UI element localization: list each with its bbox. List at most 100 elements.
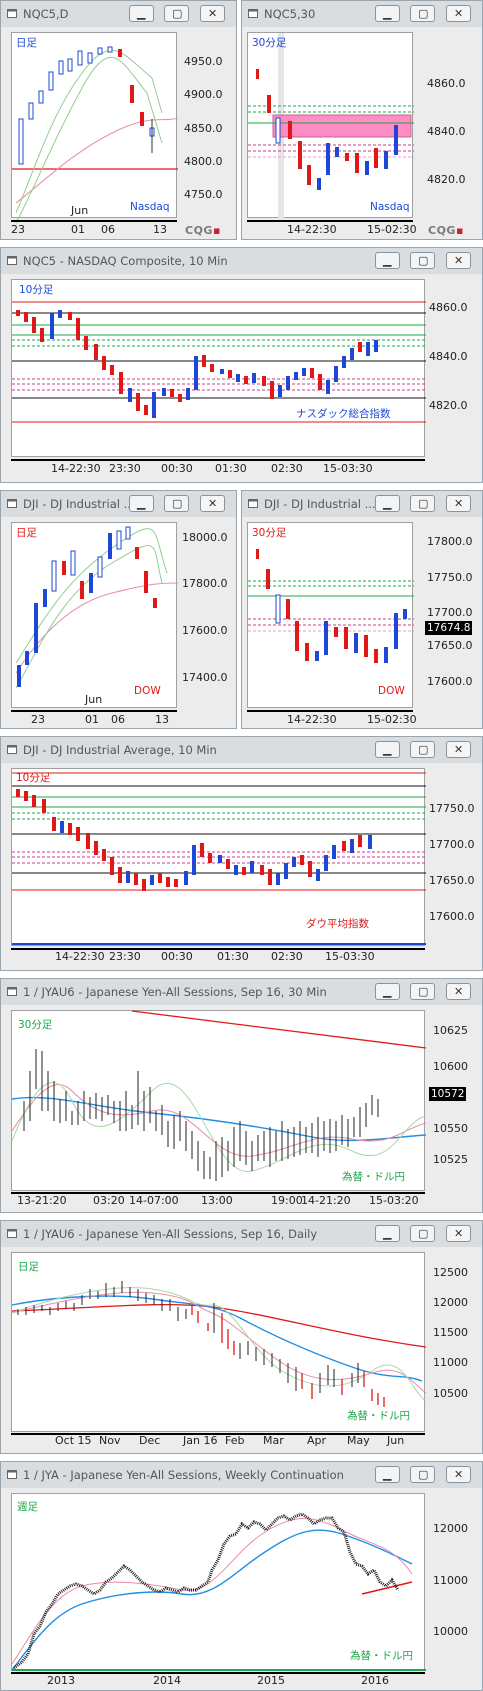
- y-tick: 17650.0: [427, 639, 473, 652]
- minimize-icon: ▁: [137, 7, 146, 20]
- minimize-button[interactable]: ▁: [375, 252, 400, 269]
- price-chart: [15, 526, 179, 689]
- close-icon: ✕: [454, 7, 464, 20]
- x-tick: Jun: [85, 693, 103, 706]
- x-tick: 14-22:30: [55, 950, 105, 963]
- plot-area[interactable]: 30分足 為替・ドル円: [11, 1010, 427, 1191]
- close-icon: ✕: [208, 7, 218, 20]
- y-tick: 4850.0: [184, 122, 223, 135]
- symbol-label: DOW: [134, 685, 161, 697]
- x-tick: Nov: [99, 1434, 121, 1447]
- close-icon: ✕: [454, 743, 464, 756]
- timeframe-label: 30分足: [252, 37, 287, 49]
- time-axis: [11, 1192, 425, 1194]
- x-tick: 2016: [361, 1674, 389, 1687]
- price-chart: [11, 1010, 427, 1181]
- price-chart: [11, 1512, 426, 1671]
- plot-area[interactable]: 日足 為替・ドル円: [11, 1252, 427, 1432]
- y-tick: 10550: [433, 1122, 468, 1135]
- title-bar[interactable]: NQC5,D ▁ ▢ ✕: [1, 1, 236, 27]
- maximize-button[interactable]: ▢: [410, 5, 435, 22]
- plot-area[interactable]: 30分足 DOW: [247, 522, 414, 708]
- close-icon: ✕: [454, 1468, 464, 1481]
- minimize-button[interactable]: ▁: [375, 5, 400, 22]
- y-tick: 12500: [433, 1266, 468, 1279]
- maximize-button[interactable]: ▢: [410, 983, 435, 1000]
- title-bar[interactable]: 1 / JYAU6 - Japanese Yen-All Sessions, S…: [1, 979, 482, 1005]
- x-tick: 13:00: [201, 1194, 233, 1207]
- minimize-button[interactable]: ▁: [375, 983, 400, 1000]
- x-tick: 23: [11, 223, 25, 236]
- window-dji-daily[interactable]: DJI - DJ Industrial ... ▁ ▢ ✕ 日足: [0, 490, 237, 729]
- title-bar[interactable]: DJI - DJ Industrial ... ▁ ▢ ✕: [1, 491, 236, 517]
- x-tick: Apr: [307, 1434, 327, 1447]
- x-tick: Feb: [225, 1434, 245, 1447]
- price-chart: [12, 46, 179, 224]
- title-bar[interactable]: NQC5,30 ▁ ▢ ✕: [242, 1, 482, 27]
- close-button[interactable]: ✕: [446, 5, 471, 22]
- symbol-label: 為替・ドル円: [342, 1171, 405, 1183]
- title-bar[interactable]: DJI - DJ Industrial ... ▁ ▢ ✕: [242, 491, 482, 517]
- close-icon: ✕: [454, 1227, 464, 1240]
- window-dji-30min[interactable]: DJI - DJ Industrial ... ▁ ▢ ✕: [241, 490, 483, 729]
- time-axis: [11, 710, 177, 712]
- window-dji-10min[interactable]: DJI - DJ Industrial Average, 10 Min ▁ ▢ …: [0, 736, 483, 971]
- minimize-button[interactable]: ▁: [375, 1225, 400, 1242]
- window-title: DJI - DJ Industrial ...: [264, 497, 376, 511]
- maximize-button[interactable]: ▢: [164, 495, 189, 512]
- close-button[interactable]: ✕: [446, 252, 471, 269]
- minimize-button[interactable]: ▁: [375, 495, 400, 512]
- chart-window-icon: [248, 9, 258, 18]
- x-tick: 14-22:30: [287, 223, 337, 236]
- title-bar[interactable]: 1 / JYA - Japanese Yen-All Sessions, Wee…: [1, 1462, 482, 1488]
- plot-area[interactable]: 日足 Nasdaq: [11, 32, 179, 224]
- y-tick: 17600.0: [182, 624, 228, 637]
- window-nqc5-daily[interactable]: NQC5,D ▁ ▢ ✕ 日足 Nasdaq 495: [0, 0, 237, 240]
- close-button[interactable]: ✕: [446, 983, 471, 1000]
- close-button[interactable]: ✕: [446, 1466, 471, 1483]
- plot-area[interactable]: 日足 DOW: [11, 522, 179, 708]
- minimize-button[interactable]: ▁: [375, 1466, 400, 1483]
- x-tick: 14-21:20: [301, 1194, 351, 1207]
- window-jyau6-30min[interactable]: 1 / JYAU6 - Japanese Yen-All Sessions, S…: [0, 978, 483, 1213]
- minimize-button[interactable]: ▁: [129, 5, 154, 22]
- plot-area[interactable]: 30分足 Nasdaq: [247, 32, 414, 219]
- minimize-icon: ▁: [137, 497, 146, 510]
- close-button[interactable]: ✕: [200, 5, 225, 22]
- plot-area[interactable]: 10分足 ナスダック総合指数: [11, 279, 426, 457]
- maximize-button[interactable]: ▢: [410, 495, 435, 512]
- x-tick: May: [347, 1434, 370, 1447]
- price-chart: [11, 1281, 427, 1407]
- window-nqc5-10min[interactable]: NQC5 - NASDAQ Composite, 10 Min ▁ ▢ ✕: [0, 247, 483, 483]
- maximize-icon: ▢: [172, 497, 183, 510]
- minimize-button[interactable]: ▁: [129, 495, 154, 512]
- time-axis: [11, 948, 425, 950]
- close-button[interactable]: ✕: [200, 495, 225, 512]
- close-icon: ✕: [454, 497, 464, 510]
- window-jya-weekly[interactable]: 1 / JYA - Japanese Yen-All Sessions, Wee…: [0, 1461, 483, 1691]
- close-button[interactable]: ✕: [446, 741, 471, 758]
- minimize-icon: ▁: [383, 1468, 392, 1481]
- y-tick: 10600: [433, 1060, 468, 1073]
- chart-window-icon: [7, 745, 17, 754]
- close-button[interactable]: ✕: [446, 495, 471, 512]
- close-button[interactable]: ✕: [446, 1225, 471, 1242]
- title-bar[interactable]: 1 / JYAU6 - Japanese Yen-All Sessions, S…: [1, 1221, 482, 1247]
- maximize-button[interactable]: ▢: [410, 1466, 435, 1483]
- title-bar[interactable]: DJI - DJ Industrial Average, 10 Min ▁ ▢ …: [1, 737, 482, 763]
- plot-area[interactable]: 週足 為替・ドル円: [11, 1493, 426, 1671]
- maximize-button[interactable]: ▢: [410, 252, 435, 269]
- symbol-label: ダウ平均指数: [306, 918, 369, 930]
- window-jyau6-daily[interactable]: 1 / JYAU6 - Japanese Yen-All Sessions, S…: [0, 1220, 483, 1454]
- maximize-button[interactable]: ▢: [410, 1225, 435, 1242]
- maximize-button[interactable]: ▢: [164, 5, 189, 22]
- title-bar[interactable]: NQC5 - NASDAQ Composite, 10 Min ▁ ▢ ✕: [1, 248, 482, 274]
- maximize-icon: ▢: [418, 1227, 429, 1240]
- window-nqc5-30min[interactable]: NQC5,30 ▁ ▢ ✕: [241, 0, 483, 240]
- maximize-button[interactable]: ▢: [410, 741, 435, 758]
- minimize-button[interactable]: ▁: [375, 741, 400, 758]
- maximize-icon: ▢: [418, 254, 429, 267]
- y-tick: 17800.0: [427, 535, 473, 548]
- plot-area[interactable]: 10分足 ダウ平均指数: [11, 768, 426, 946]
- maximize-icon: ▢: [418, 497, 429, 510]
